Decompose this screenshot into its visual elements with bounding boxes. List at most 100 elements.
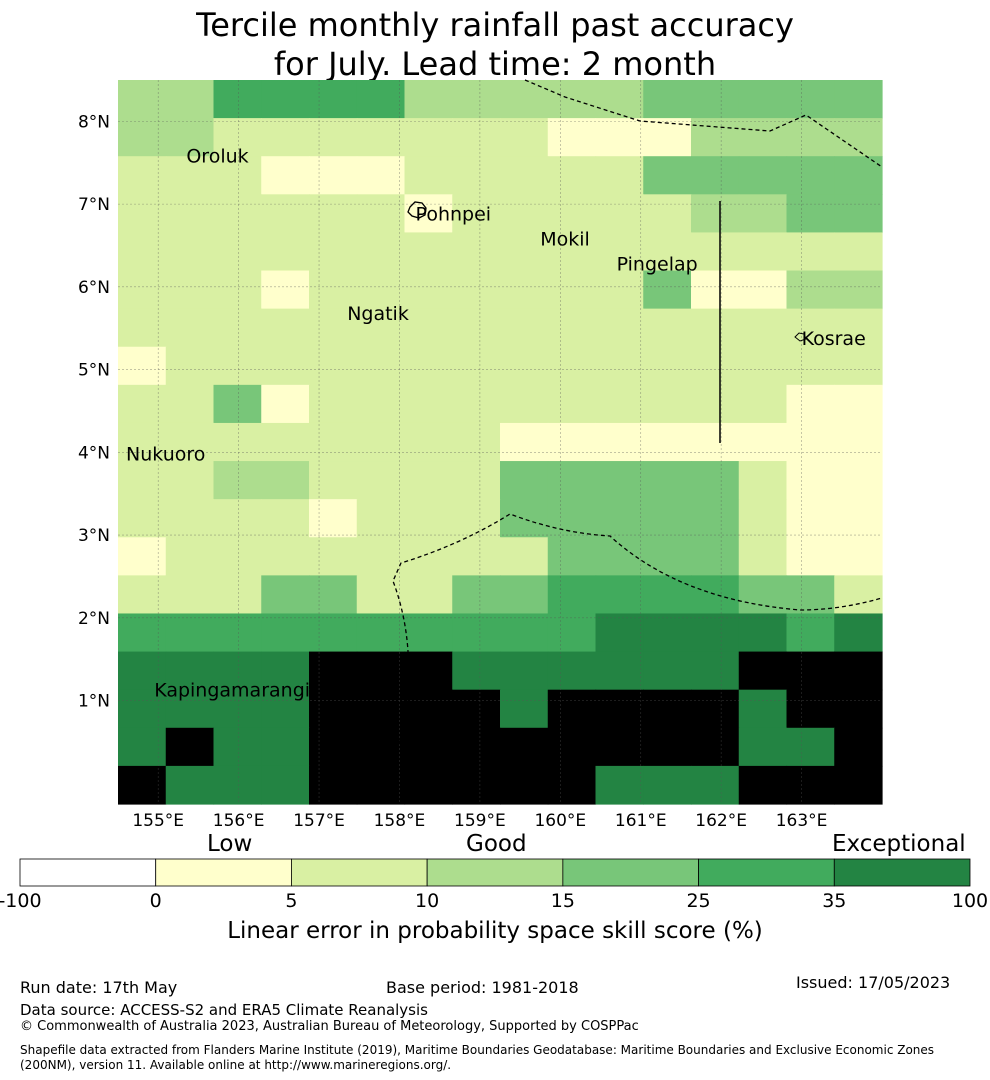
grid-cell xyxy=(404,727,453,767)
grid-cell xyxy=(356,651,406,691)
grid-cell xyxy=(165,651,215,691)
grid-cell xyxy=(118,765,167,805)
eez-boundary-south xyxy=(378,513,883,805)
grid-cell xyxy=(118,156,167,195)
grid-cell xyxy=(834,118,883,157)
colorbar-label: Linear error in probability space skill … xyxy=(227,918,763,944)
maritime-boundaries xyxy=(378,79,883,805)
grid-cell xyxy=(118,613,167,653)
grid-cell xyxy=(309,118,358,157)
grid-cell xyxy=(452,346,501,386)
grid-cell xyxy=(213,613,262,653)
grid-cell xyxy=(118,575,167,615)
grid-cell xyxy=(834,156,883,195)
grid-cell xyxy=(786,80,835,119)
grid-cell xyxy=(165,118,215,157)
grid-cell xyxy=(261,461,310,500)
grid-cell xyxy=(786,613,835,653)
grid-cell xyxy=(213,651,262,691)
base-period: Base period: 1981-2018 xyxy=(386,978,579,997)
grid-cell xyxy=(404,537,453,576)
grid-cell xyxy=(691,308,740,348)
grid-cell xyxy=(738,727,788,767)
grid-cell xyxy=(309,537,358,576)
grid-cell xyxy=(691,346,740,386)
grid-cell xyxy=(786,346,835,386)
grid-cell xyxy=(643,689,692,729)
grid-cell xyxy=(500,80,549,119)
grid-cell xyxy=(309,689,358,729)
grid-cell xyxy=(738,346,788,386)
grid-cell xyxy=(643,270,692,310)
grid-cell xyxy=(834,613,883,653)
island-label: Oroluk xyxy=(186,146,248,168)
grid-cell xyxy=(261,80,310,119)
grid-cell xyxy=(691,156,740,195)
grid-cell xyxy=(452,422,501,462)
grid-cell xyxy=(500,232,549,272)
grid-cell xyxy=(261,765,310,805)
grid-cell xyxy=(213,689,262,729)
grid-cell xyxy=(356,613,406,653)
latitude-tick-label: 8°N xyxy=(78,112,110,132)
latitude-tick-label: 7°N xyxy=(78,195,110,215)
grid-cell xyxy=(309,270,358,310)
grid-cell xyxy=(547,156,597,195)
grid-cell xyxy=(547,346,597,386)
colorbar-tick-label: 0 xyxy=(149,890,162,912)
grid-cell xyxy=(118,727,167,767)
grid-cell xyxy=(356,346,406,386)
grid-cell xyxy=(786,575,835,615)
colorbar-tick-label: 15 xyxy=(550,890,575,912)
grid-cell xyxy=(165,422,215,462)
grid-cell xyxy=(261,575,310,615)
issued-date: Issued: 17/05/2023 xyxy=(796,973,951,992)
grid-cell xyxy=(786,651,835,691)
grid-cell xyxy=(738,384,788,424)
grid-cell xyxy=(165,765,215,805)
longitude-tick-label: 156°E xyxy=(213,811,265,830)
grid-cell xyxy=(165,346,215,386)
grid-cell xyxy=(500,727,549,767)
grid-cell xyxy=(691,499,740,538)
grid-cell xyxy=(691,575,740,615)
island-label: Ngatik xyxy=(347,303,409,325)
grid-cell xyxy=(738,194,788,234)
grid-cell xyxy=(547,232,597,272)
grid-cell xyxy=(500,384,549,424)
grid-cell xyxy=(165,575,215,615)
grid-cell xyxy=(595,308,644,348)
grid-cell xyxy=(452,194,501,234)
latitude-tick-label: 5°N xyxy=(78,361,110,381)
eez-boundary-north xyxy=(524,79,883,168)
grid-cell xyxy=(404,384,453,424)
island-label: Mokil xyxy=(540,228,590,250)
grid-cell xyxy=(547,765,597,805)
grid-cell xyxy=(643,194,692,234)
grid-cell xyxy=(834,651,883,691)
grid-cell xyxy=(261,651,310,691)
grid-cell xyxy=(547,308,597,348)
grid-cell xyxy=(118,194,167,234)
grid-cell xyxy=(165,232,215,272)
grid-cell xyxy=(786,156,835,195)
colorbar-tick-label: 100 xyxy=(951,890,989,912)
grid-cell xyxy=(691,765,740,805)
grid-cell xyxy=(404,461,453,500)
grid-cell xyxy=(309,384,358,424)
latitude-tick-label: 1°N xyxy=(78,692,110,712)
grid-cell xyxy=(452,308,501,348)
grid-cell xyxy=(213,194,262,234)
colorbar-caption-exceptional: Exceptional xyxy=(832,831,966,857)
run-date: Run date: 17th May xyxy=(20,978,178,997)
grid-cell xyxy=(356,537,406,576)
colorbar-segment xyxy=(698,858,835,887)
grid-cell xyxy=(643,80,692,119)
grid-cell xyxy=(404,499,453,538)
grid-cell xyxy=(691,232,740,272)
grid-cell xyxy=(738,651,788,691)
grid-cell xyxy=(834,537,883,576)
grid-cell xyxy=(595,384,644,424)
grid-cell xyxy=(786,765,835,805)
grid-cell xyxy=(500,651,549,691)
